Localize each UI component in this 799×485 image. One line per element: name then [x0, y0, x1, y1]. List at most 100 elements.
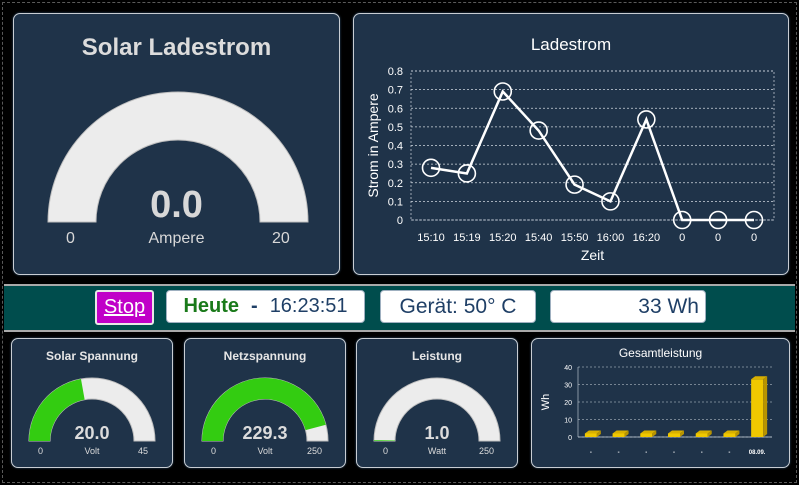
x-tick-label: 15:19 — [453, 232, 481, 244]
gauge-fill — [374, 440, 396, 441]
main-gauge-svg — [47, 91, 309, 223]
bar-top — [612, 430, 629, 434]
small-gauge-min: 0 — [211, 446, 217, 456]
small-gauge-max: 250 — [307, 446, 323, 456]
x-tick-label: 15:20 — [489, 232, 517, 244]
bar-top — [640, 430, 657, 434]
data-point — [708, 210, 728, 230]
small-gauge-max: 45 — [138, 446, 149, 456]
x-tick-label: 16:00 — [597, 232, 625, 244]
small-gauge-panel-grid-voltage: Netzspannung 229.3 Volt 0 250 — [184, 338, 346, 468]
stop-button[interactable]: Stop — [95, 290, 154, 325]
x-tick-label: 0 — [715, 232, 721, 244]
x-tick-label: 15:40 — [525, 232, 553, 244]
small-gauge-panel-solar-voltage: Solar Spannung 20.0 Volt 0 45 — [11, 338, 173, 468]
y-tick-label: 0.4 — [388, 141, 403, 153]
x-tick-label: - — [590, 450, 592, 456]
x-tick-label: 16:20 — [633, 232, 661, 244]
y-tick-label: 0.5 — [388, 122, 403, 134]
data-point — [421, 158, 441, 178]
main-gauge-panel: Solar Ladestrom 0.0 Ampere 0 20 — [13, 13, 340, 275]
main-gauge-unit: Ampere — [148, 230, 205, 247]
bar-side — [763, 376, 768, 437]
x-tick-label: 0 — [751, 232, 757, 244]
small-gauge-unit: Watt — [427, 446, 447, 456]
gauge-fill — [202, 378, 326, 441]
bar-top — [695, 430, 712, 434]
data-point — [493, 82, 513, 101]
y-tick-label: 0.7 — [388, 85, 403, 97]
data-point — [529, 121, 548, 140]
main-gauge-track — [47, 91, 309, 223]
bar-chart-panel: Gesamtleistung 0 10 20 30 40 - - - - - - 08.09. Wh — [531, 338, 790, 468]
data-point — [744, 210, 764, 230]
energy-value: 33 Wh — [638, 294, 699, 318]
small-gauge-svg — [373, 377, 501, 442]
x-tick-label: - — [728, 450, 730, 456]
datetime-box: Heute - 16:23:51 — [166, 290, 365, 323]
data-point — [637, 110, 656, 129]
x-tick-label: - — [673, 450, 675, 456]
y-tick-label: 0.1 — [388, 196, 403, 208]
bar-side — [707, 430, 712, 437]
line-chart-title: Ladestrom — [530, 35, 612, 54]
bar-side — [596, 430, 601, 437]
small-gauge-title: Solar Spannung — [45, 349, 138, 363]
main-gauge-max: 20 — [272, 230, 290, 247]
y-tick-label: 10 — [564, 418, 572, 425]
x-tick-label: 15:10 — [417, 232, 445, 244]
bar — [668, 433, 680, 437]
bar-chart-svg: 0 10 20 30 40 - - - - - - 08.09. Wh — [540, 365, 772, 456]
plot-area — [410, 70, 775, 221]
x-tick-label: - — [618, 450, 620, 456]
small-gauge-value: 20.0 — [74, 423, 110, 443]
line-chart-panel: Ladestrom 0 0.1 0.2 0.3 0.4 0.5 0.6 0.7 0.8 15:10… — [353, 13, 789, 275]
x-tick-label: 0 — [679, 232, 685, 244]
small-gauge-svg — [201, 377, 329, 442]
x-tick-label: - — [645, 450, 647, 456]
bar-side — [624, 430, 629, 437]
bar-top — [751, 376, 768, 380]
datetime-separator: - — [251, 295, 258, 317]
y-axis-label: Strom in Ampere — [365, 93, 381, 197]
small-gauge-max: 250 — [479, 446, 495, 456]
main-gauge-min: 0 — [66, 230, 75, 247]
y-tick-label: 0.6 — [388, 103, 403, 115]
small-gauge-svg — [28, 377, 156, 442]
small-gauge-title: Leistung — [412, 349, 462, 363]
data-point — [601, 192, 620, 211]
bar — [751, 379, 764, 437]
data-point — [457, 164, 477, 183]
small-gauge-value: 1.0 — [424, 423, 450, 443]
series-line — [430, 89, 754, 222]
gauge-track — [373, 377, 501, 442]
bar-side — [735, 430, 740, 437]
y-tick-label: 0 — [397, 215, 403, 227]
bar-side — [652, 430, 657, 437]
gauge-fill — [29, 378, 85, 441]
y-tick-label: 30 — [564, 383, 572, 390]
x-axis-label: Zeit — [581, 247, 604, 263]
y-tick-label: 0 — [568, 435, 572, 442]
y-tick-label: 0.8 — [388, 66, 403, 78]
small-gauge-value: 229.3 — [242, 423, 288, 443]
bar — [723, 433, 736, 437]
y-tick-label: 0.3 — [388, 159, 403, 171]
y-tick-label: 0.2 — [388, 178, 403, 190]
small-gauge-unit: Volt — [257, 446, 273, 456]
main-gauge-value: 0.0 — [150, 184, 203, 226]
bar — [640, 433, 653, 437]
x-tick-label: 08.09. — [749, 450, 766, 456]
bar-side — [680, 430, 684, 437]
bar — [584, 433, 597, 437]
device-temp-box: Gerät: 50° C — [380, 290, 536, 323]
x-tick-label: 15:50 — [561, 232, 589, 244]
time-value: 16:23:51 — [269, 295, 348, 317]
bar-chart-title: Gesamtleistung — [618, 346, 703, 360]
small-gauge-title: Netzspannung — [223, 349, 307, 363]
small-gauge-panel-power: Leistung 1.0 Watt 0 250 — [356, 338, 518, 468]
data-point — [672, 210, 692, 230]
small-gauge-unit: Volt — [84, 446, 100, 456]
data-point — [565, 175, 584, 194]
